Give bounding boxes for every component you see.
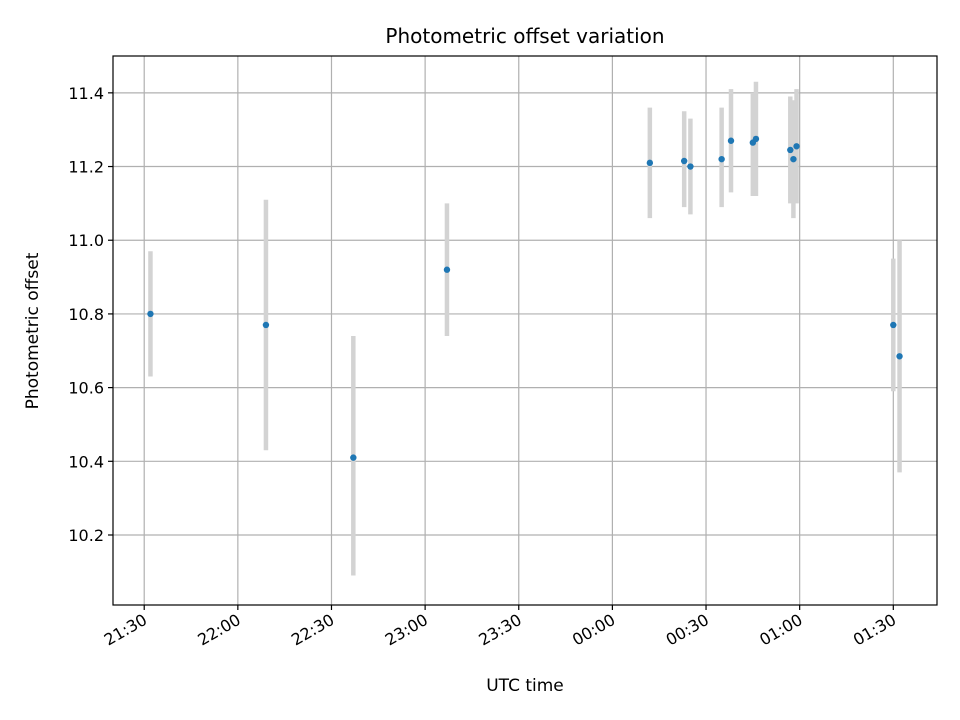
data-point <box>890 321 897 329</box>
data-point <box>793 143 800 150</box>
data-point <box>262 321 270 329</box>
data-point <box>443 266 451 273</box>
data-points <box>147 135 903 461</box>
data-point <box>718 155 725 163</box>
y-axis-ticks: 10.2 10.4 10.6 10.8 11.0 11.2 11.4 <box>68 84 113 545</box>
y-tick-label: 10.4 <box>68 452 104 471</box>
grid <box>113 56 937 605</box>
y-tick-label: 10.2 <box>68 526 104 545</box>
data-point <box>646 159 654 167</box>
data-point <box>752 135 760 143</box>
y-tick-label: 11.4 <box>68 84 104 103</box>
chart-title: Photometric offset variation <box>385 24 664 48</box>
y-tick-label: 11.0 <box>68 231 104 250</box>
y-axis-label: Photometric offset <box>23 252 43 409</box>
y-tick-label: 11.2 <box>68 158 104 177</box>
data-point <box>687 163 694 170</box>
plot-area-frame <box>112 55 938 606</box>
data-point <box>147 310 154 318</box>
y-tick-label: 10.6 <box>68 379 104 398</box>
data-point <box>790 155 797 163</box>
data-point <box>896 353 903 360</box>
x-axis-label: UTC time <box>486 676 564 696</box>
data-point <box>680 157 688 165</box>
data-point <box>727 137 735 144</box>
data-point <box>787 146 794 154</box>
y-tick-label: 10.8 <box>68 305 104 324</box>
data-point <box>350 454 357 461</box>
